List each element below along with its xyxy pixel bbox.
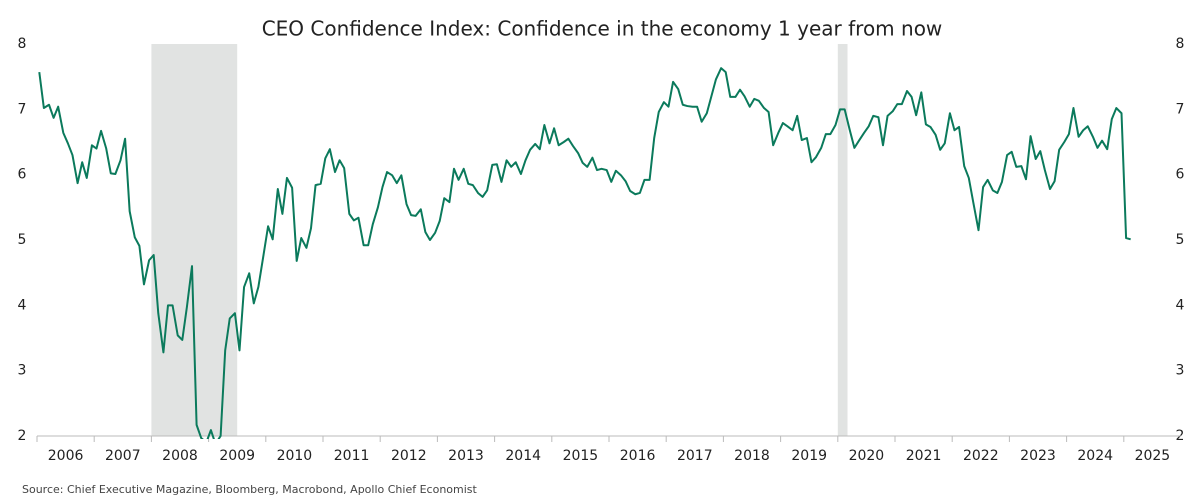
- y-tick-label: 6: [18, 167, 27, 183]
- y-tick-label: 5: [18, 232, 27, 248]
- x-tick-label: 2006: [48, 448, 84, 464]
- y-tick-label: 4: [18, 297, 27, 313]
- x-tick-label: 2012: [391, 448, 427, 464]
- x-tick-label: 2024: [1077, 448, 1113, 464]
- source-note: Source: Chief Executive Magazine, Bloomb…: [22, 483, 478, 496]
- x-tick-label: 2020: [849, 448, 885, 464]
- plot-area: [38, 67, 1131, 439]
- y-tick-label: 7: [18, 101, 27, 117]
- x-tick-label: 2022: [963, 448, 999, 464]
- x-tick-label: 2019: [791, 448, 827, 464]
- x-tick-label: 2011: [334, 448, 370, 464]
- y2-tick-label: 6: [1176, 167, 1185, 183]
- x-tick-label: 2013: [448, 448, 484, 464]
- x-tick-label: 2015: [563, 448, 599, 464]
- recession-band: [837, 44, 848, 436]
- x-tick-label: 2009: [219, 448, 255, 464]
- x-tick-label: 2016: [620, 448, 656, 464]
- x-tick-label: 2007: [105, 448, 141, 464]
- x-tick-label: 2023: [1020, 448, 1056, 464]
- x-tick-label: 2008: [162, 448, 198, 464]
- x-tick-label: 2017: [677, 448, 713, 464]
- y2-tick-label: 7: [1176, 101, 1185, 117]
- x-tick-label: 2014: [505, 448, 541, 464]
- y2-tick-label: 3: [1176, 363, 1185, 379]
- y2-tick-label: 8: [1176, 36, 1185, 52]
- y-tick-label: 2: [18, 428, 27, 444]
- x-tick-label: 2010: [277, 448, 313, 464]
- y2-tick-label: 4: [1176, 297, 1185, 313]
- x-tick-label: 2018: [734, 448, 770, 464]
- x-tick-label: 2021: [906, 448, 942, 464]
- y2-tick-label: 5: [1176, 232, 1185, 248]
- y-tick-label: 8: [18, 36, 27, 52]
- y-tick-label: 3: [18, 363, 27, 379]
- data-line: [38, 67, 1131, 439]
- x-tick-label: 2025: [1135, 448, 1171, 464]
- chart-title: CEO Confidence Index: Confidence in the …: [262, 17, 943, 41]
